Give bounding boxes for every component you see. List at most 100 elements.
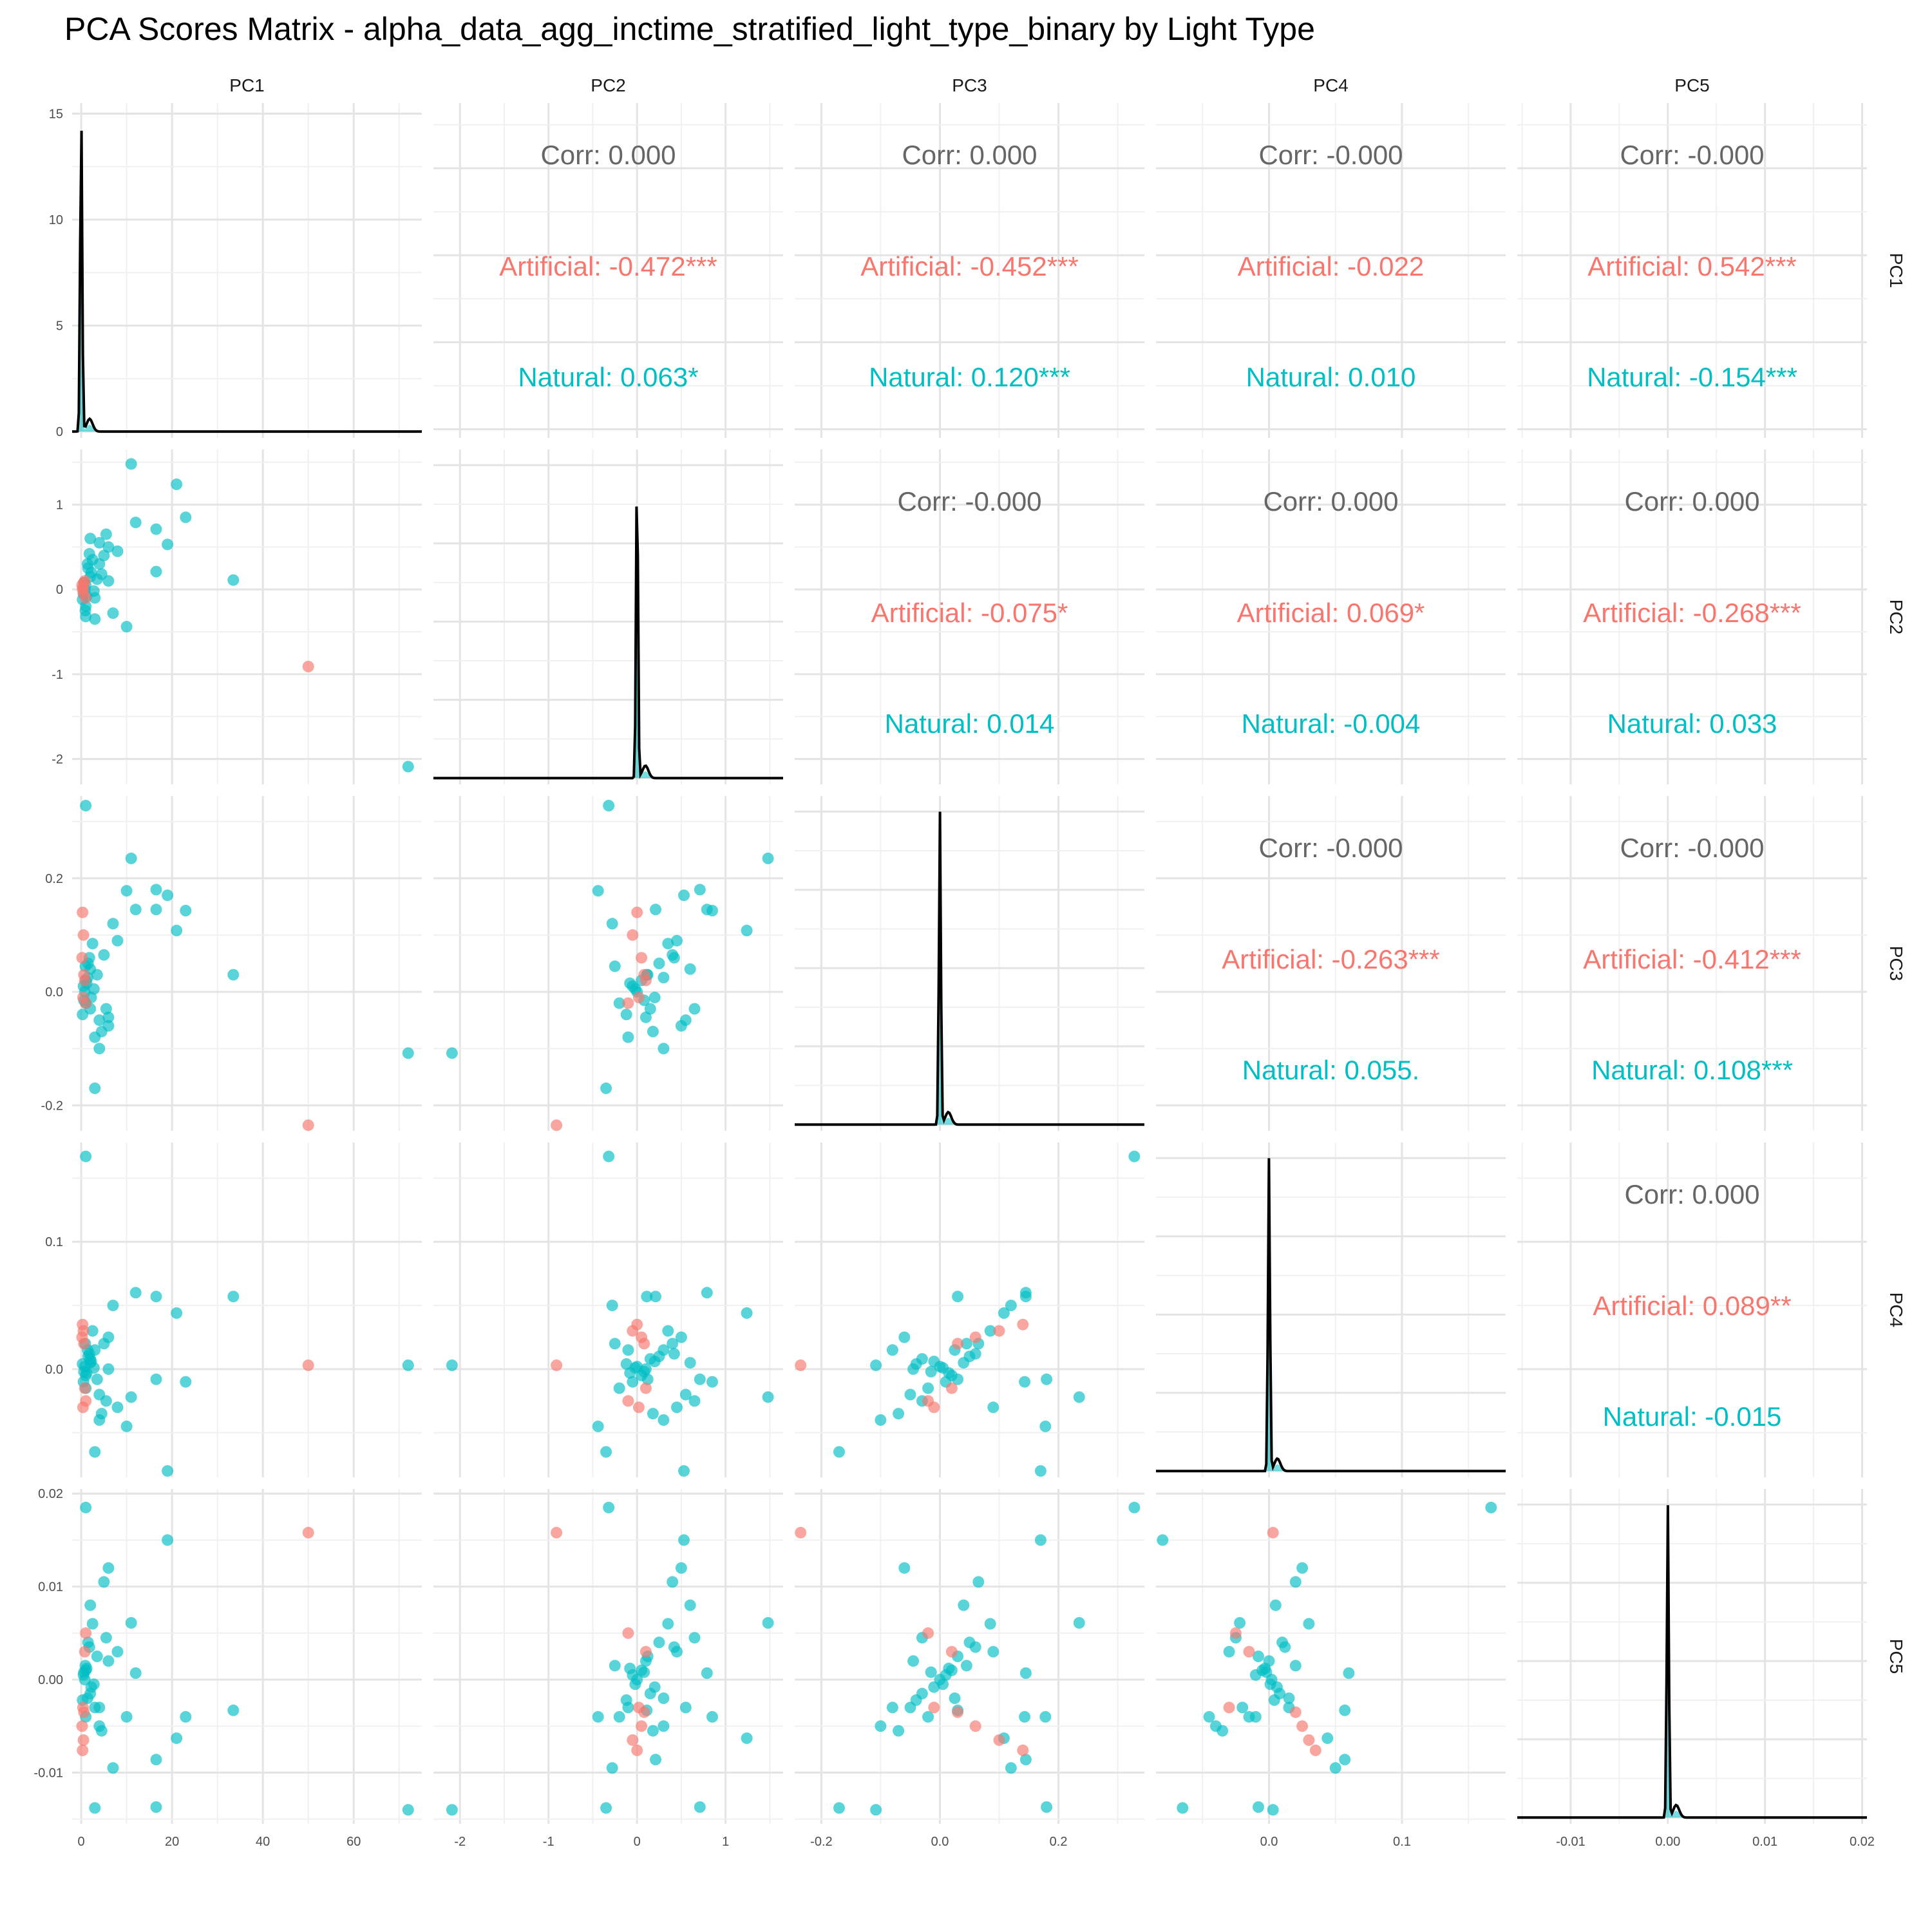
density-area-natural	[1517, 1645, 1867, 1818]
scatter-point-natural	[684, 1599, 696, 1611]
scatter-point-natural	[100, 1395, 112, 1407]
scatter-point-artificial	[638, 1706, 650, 1718]
scatter-point-artificial	[922, 1627, 934, 1639]
scatter-point-natural	[100, 528, 112, 540]
scatter-point-natural	[662, 1618, 674, 1630]
scatter-point-artificial	[638, 969, 650, 981]
scatter-point-artificial	[78, 969, 90, 981]
corr-artificial-label: Artificial: -0.263***	[1222, 944, 1439, 974]
scatter-point-natural	[446, 1804, 458, 1816]
scatter-point-artificial	[80, 1627, 92, 1639]
density-line	[1517, 1505, 1867, 1819]
scatter-point-natural	[107, 1762, 119, 1774]
panel-PC3-PC5: Corr: -0.000 Artificial: -0.412*** Natural…	[1517, 796, 1867, 1131]
panel-PC5-PC3	[795, 1489, 1144, 1824]
scatter-point-artificial	[1267, 1526, 1279, 1539]
y-tick-label: 5	[56, 319, 63, 334]
scatter-point-natural	[1289, 1576, 1302, 1588]
scatter-point-natural	[171, 1307, 183, 1319]
scatter-point-natural	[83, 547, 95, 560]
scatter-point-natural	[684, 963, 696, 975]
scatter-point-natural	[120, 621, 133, 633]
corr-artificial-label: Artificial: -0.472***	[499, 251, 717, 281]
density-area-natural	[433, 629, 783, 779]
scatter-point-natural	[402, 1359, 414, 1371]
scatter-point-natural	[833, 1802, 845, 1814]
y-tick-label: 0.1	[45, 1235, 63, 1249]
scatter-point-natural	[668, 1641, 680, 1653]
scatter-point-natural	[86, 1618, 99, 1630]
scatter-point-natural	[120, 885, 133, 897]
scatter-point-natural	[592, 885, 604, 897]
scatter-point-natural	[886, 1701, 898, 1714]
scatter-point-natural	[1128, 1150, 1141, 1162]
scatter-point-natural	[150, 884, 162, 896]
scatter-point-natural	[638, 1365, 650, 1378]
corr-natural-label: Natural: 0.063*	[518, 362, 698, 392]
scatter-point-natural	[1073, 1617, 1085, 1629]
scatter-point-natural	[622, 1031, 634, 1043]
scatter-point-natural	[150, 904, 162, 916]
corr-natural-label: Natural: 0.014	[885, 708, 1055, 739]
y-tick-label: 0.0	[45, 1363, 63, 1377]
column-strip-PC2: PC2	[591, 75, 625, 95]
corr-natural-label: Natural: 0.120***	[869, 362, 1070, 392]
scatter-point-natural	[600, 1446, 612, 1458]
corr-overall-label: Corr: 0.000	[1263, 486, 1398, 516]
scatter-point-natural	[120, 1710, 133, 1723]
scatter-point-natural	[107, 918, 119, 930]
scatter-point-natural	[150, 1754, 162, 1766]
corr-artificial-label: Artificial: -0.022	[1238, 251, 1424, 281]
scatter-point-artificial	[77, 929, 90, 941]
panel-PC4-PC5: Corr: 0.000 Artificial: 0.089** Natural: -…	[1517, 1142, 1867, 1477]
scatter-point-natural	[600, 1802, 612, 1814]
scatter-point-natural	[925, 1666, 937, 1678]
scatter-point-natural	[952, 1291, 964, 1303]
scatter-point-natural	[129, 1287, 142, 1299]
scatter-point-natural	[984, 1618, 996, 1630]
scatter-point-artificial	[969, 1720, 981, 1732]
scatter-point-natural	[1039, 1420, 1052, 1432]
corr-artificial-label: Artificial: -0.268***	[1583, 598, 1801, 628]
scatter-point-artificial	[1229, 1627, 1242, 1639]
scatter-point-artificial	[1017, 1744, 1029, 1756]
scatter-point-natural	[1041, 1373, 1053, 1385]
scatter-point-natural	[125, 852, 137, 864]
panel-PC2-PC5: Corr: 0.000 Artificial: -0.268*** Natural:…	[1517, 450, 1867, 784]
x-tick-label: 0.01	[1752, 1835, 1777, 1849]
x-tick-label: -0.01	[1556, 1835, 1586, 1849]
scatter-point-natural	[1343, 1667, 1355, 1679]
column-strip-PC5: PC5	[1674, 75, 1709, 95]
scatter-point-natural	[402, 1804, 414, 1816]
scatter-point-natural	[180, 511, 192, 524]
scatter-point-natural	[969, 1641, 981, 1653]
x-tick-label: 0	[78, 1835, 85, 1849]
scatter-point-natural	[987, 1401, 999, 1414]
x-tick-label: -1	[543, 1835, 554, 1849]
y-tick-label: 10	[49, 213, 63, 227]
scatter-point-natural	[89, 1802, 101, 1814]
scatter-point-natural	[93, 536, 106, 549]
scatter-point-natural	[88, 585, 100, 597]
scatter-point-natural	[80, 1150, 92, 1162]
scatter-point-natural	[972, 1576, 985, 1588]
x-tick-label: 60	[346, 1835, 361, 1849]
scatter-point-natural	[937, 1362, 949, 1374]
scatter-point-natural	[1303, 1618, 1315, 1630]
density-line	[433, 506, 783, 780]
scatter-point-natural	[893, 1408, 905, 1420]
scatter-point-natural	[150, 1801, 162, 1813]
scatter-point-natural	[77, 1009, 89, 1021]
scatter-point-natural	[95, 1725, 108, 1737]
scatter-point-natural	[1005, 1300, 1017, 1312]
scatter-point-natural	[111, 545, 124, 557]
scatter-point-artificial	[551, 1359, 563, 1371]
corr-natural-label: Natural: 0.055.	[1242, 1055, 1420, 1085]
scatter-point-natural	[1019, 1710, 1031, 1723]
corr-artificial-label: Artificial: -0.412***	[1583, 944, 1801, 974]
scatter-point-natural	[650, 1291, 661, 1303]
y-tick-label: 0.2	[45, 872, 63, 886]
corr-artificial-label: Artificial: 0.089**	[1593, 1291, 1791, 1321]
scatter-point-natural	[111, 934, 124, 947]
scatter-point-natural	[125, 1617, 137, 1629]
